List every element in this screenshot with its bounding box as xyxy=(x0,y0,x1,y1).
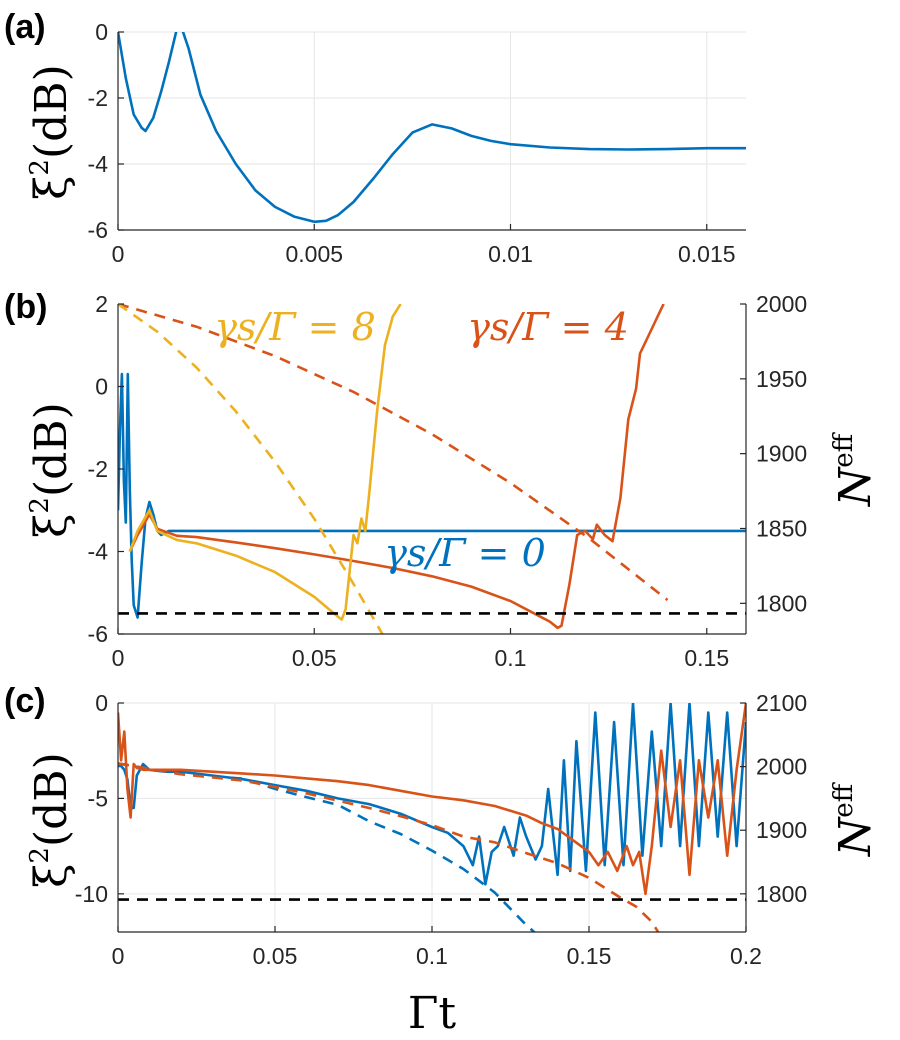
y2-tick-label: 1950 xyxy=(756,366,807,392)
y2-tick-label: 1850 xyxy=(756,515,807,541)
chart-panel-a: 0 0.005 0.01 0.015 0 -2 -4 -6 xyxy=(88,19,746,267)
series-line-neff-orange xyxy=(118,762,660,932)
x-tick-label: 0.005 xyxy=(285,241,343,267)
ylabel-a: ξ2(dB) xyxy=(25,64,77,200)
series-line--s-4 xyxy=(128,304,665,630)
xlabel-c: Γt xyxy=(408,988,457,1039)
y-tick-label: -10 xyxy=(75,881,108,907)
annotation-label: γs/Γ = 8 xyxy=(214,305,376,349)
y2label-b: Neff xyxy=(829,431,881,507)
ylabel-b: ξ2(dB) xyxy=(25,402,77,538)
series-line-neff-blue xyxy=(118,762,537,932)
y-tick-label: -4 xyxy=(88,539,109,565)
series-line-neff-s-8 xyxy=(118,304,384,634)
y2label-c: Neff xyxy=(829,781,881,857)
ylabel-c: ξ2(dB) xyxy=(25,752,77,888)
plot-area xyxy=(118,304,746,634)
x-tick-label: 0 xyxy=(112,241,125,267)
panel-label-c: (c) xyxy=(4,682,46,720)
y-tick-label: 2 xyxy=(95,291,108,317)
y-tick-label: 0 xyxy=(95,374,108,400)
svg-text:ξ2(dB): ξ2(dB) xyxy=(25,64,77,200)
chart-panel-c: 0 0.05 0.1 0.15 0.2 0 -5 -10 2100 2000 1900 1800 xyxy=(75,690,807,969)
series-line-neff-s-4 xyxy=(118,304,669,602)
y2-tick-label: 1800 xyxy=(756,881,807,907)
plot-area xyxy=(118,32,746,224)
x-tick-label: 0.2 xyxy=(730,943,762,969)
y2-tick-label: 2000 xyxy=(756,754,807,780)
svg-text:Neff: Neff xyxy=(829,781,881,857)
y-tick-label: -5 xyxy=(88,785,108,811)
series-line--s-0 xyxy=(118,32,746,224)
x-tick-label: 0 xyxy=(112,645,125,671)
x-tick-label: 0.05 xyxy=(292,645,337,671)
y-tick-label: 0 xyxy=(95,690,108,716)
y-tick-label: -2 xyxy=(88,85,108,111)
x-tick-label: 0.01 xyxy=(488,241,533,267)
panel-label-a: (a) xyxy=(4,8,46,46)
svg-text:Neff: Neff xyxy=(829,431,881,507)
y-tick-label: -2 xyxy=(88,456,108,482)
y-tick-label: -6 xyxy=(88,621,108,647)
series-line-orange-solid xyxy=(118,703,746,896)
annotation-label: γs/Γ = 4 xyxy=(467,305,629,349)
panel-label-b: (b) xyxy=(4,288,47,326)
x-tick-label: 0.1 xyxy=(416,943,448,969)
y2-tick-label: 1900 xyxy=(756,441,807,467)
plot-area xyxy=(118,703,746,932)
y2-tick-label: 2000 xyxy=(756,291,807,317)
x-tick-label: 0.05 xyxy=(253,943,298,969)
y2-tick-label: 1800 xyxy=(756,590,807,616)
x-tick-label: 0.015 xyxy=(678,241,736,267)
svg-text:ξ2(dB): ξ2(dB) xyxy=(25,402,77,538)
y-tick-label: 0 xyxy=(95,19,108,45)
y-tick-label: -6 xyxy=(88,217,108,243)
y2-tick-label: 1900 xyxy=(756,817,807,843)
y-tick-label: -4 xyxy=(88,151,109,177)
x-tick-label: 0.1 xyxy=(495,645,527,671)
chart-panel-b: 0 0.05 0.1 0.15 2 0 -2 -4 -6 2000 1950 1900 1850 1800… xyxy=(88,291,808,671)
x-tick-label: 0 xyxy=(112,943,125,969)
svg-text:ξ2(dB): ξ2(dB) xyxy=(25,752,77,888)
x-tick-label: 0.15 xyxy=(567,943,612,969)
series-line--s-8 xyxy=(128,304,402,621)
x-tick-label: 0.15 xyxy=(684,645,729,671)
y2-tick-label: 2100 xyxy=(756,690,807,716)
annotation-label: γs/Γ = 0 xyxy=(384,531,546,575)
